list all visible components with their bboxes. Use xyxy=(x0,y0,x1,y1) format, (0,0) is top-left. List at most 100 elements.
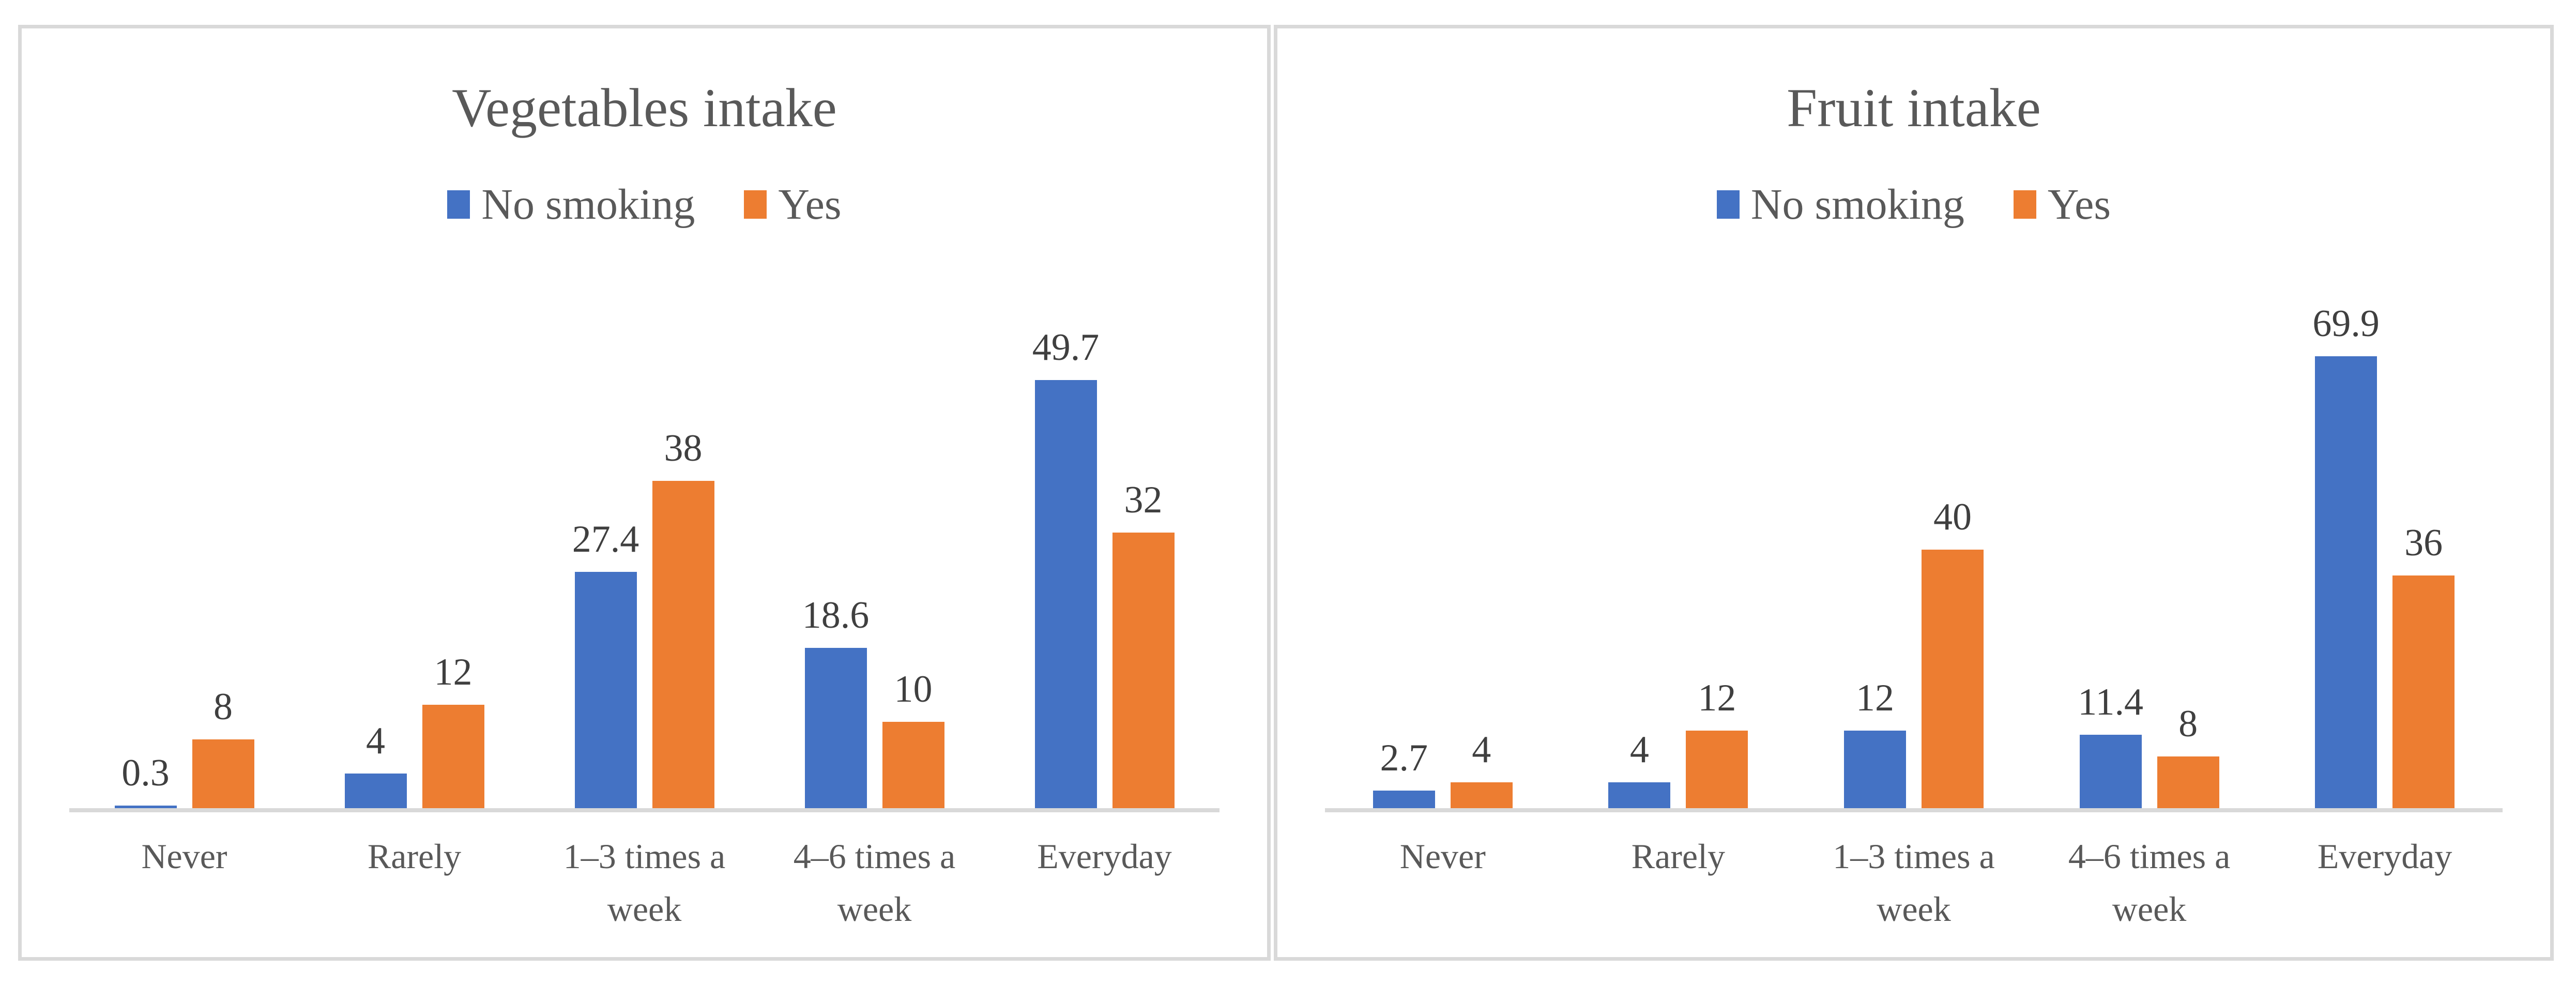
bar-group-everyday: 49.7 32 xyxy=(989,326,1220,808)
x-axis-labels: Never Rarely 1–3 times a week 4–6 times a w… xyxy=(1325,830,2503,935)
bar-wrap: 69.9 xyxy=(2312,302,2380,808)
bar-value-label: 40 xyxy=(1933,496,1972,538)
bar-value-label: 8 xyxy=(2178,703,2198,745)
x-category-label: Rarely xyxy=(367,837,462,876)
legend-label-yes: Yes xyxy=(2047,180,2111,229)
bar-wrap: 36 xyxy=(2392,521,2455,808)
bar-value-label: 0.3 xyxy=(121,752,170,794)
bar-wrap: 32 xyxy=(1112,478,1175,808)
legend: No smoking Yes xyxy=(1277,180,2550,229)
bar-group-everyday: 69.9 36 xyxy=(2267,302,2503,808)
bar-yes xyxy=(2157,756,2219,808)
bar-no-smoking xyxy=(1608,782,1671,808)
bar-no-smoking xyxy=(1843,731,1906,808)
x-category-label: Never xyxy=(141,837,227,876)
bar-value-label: 2.7 xyxy=(1380,737,1428,780)
bar-value-label: 4 xyxy=(366,720,385,763)
bar-yes xyxy=(882,722,944,808)
bar-value-label: 12 xyxy=(1698,677,1736,719)
bar-wrap: 18.6 xyxy=(802,594,870,808)
bar-yes xyxy=(652,480,714,808)
bar-group-4-6-times-a-week: 11.4 8 xyxy=(2032,680,2267,808)
bar-value-label: 27.4 xyxy=(572,518,639,561)
bar-value-label: 12 xyxy=(434,651,472,693)
x-category-label: Never xyxy=(1399,837,1486,876)
bar-wrap: 12 xyxy=(1843,676,1906,808)
bar-wrap: 12 xyxy=(1686,676,1748,808)
vegetables-chart-panel: Vegetables intake No smoking Yes 0.3 8 4 12… xyxy=(18,25,1271,961)
bar-group-never: 0.3 8 xyxy=(69,685,299,808)
bar-group-1-3-times-a-week: 12 40 xyxy=(1796,495,2032,808)
legend-swatch-no-smoking-icon xyxy=(1716,190,1740,219)
bar-wrap: 8 xyxy=(2157,702,2219,808)
x-category-label: Everyday xyxy=(2317,837,2452,876)
bar-value-label: 4 xyxy=(1629,729,1649,771)
x-category-label: 1–3 times a week xyxy=(563,837,726,929)
fruit-chart-panel: Fruit intake No smoking Yes 2.7 4 4 12 12 40 1… xyxy=(1274,25,2554,961)
bar-wrap: 38 xyxy=(652,427,714,808)
bar-wrap: 4 xyxy=(1450,728,1513,808)
legend-item-yes: Yes xyxy=(744,179,842,230)
legend-item-no-smoking: No smoking xyxy=(447,179,695,230)
bar-wrap: 4 xyxy=(344,719,407,808)
x-category-label: 1–3 times a week xyxy=(1833,837,1995,929)
bar-yes xyxy=(192,739,254,808)
x-axis-labels: Never Rarely 1–3 times a week 4–6 times a w… xyxy=(69,830,1220,935)
bar-wrap: 11.4 xyxy=(2078,680,2143,808)
bar-value-label: 4 xyxy=(1472,729,1491,771)
legend-swatch-yes-icon xyxy=(2013,190,2036,219)
plot-area: 2.7 4 4 12 12 40 11.4 8 69.9 36 xyxy=(1325,302,2503,812)
bar-no-smoking xyxy=(804,648,867,808)
bar-value-label: 8 xyxy=(214,685,233,728)
bar-wrap: 12 xyxy=(422,650,484,808)
bar-value-label: 18.6 xyxy=(802,594,870,637)
bar-value-label: 38 xyxy=(664,427,703,469)
bar-wrap: 40 xyxy=(1921,495,1984,808)
bar-yes xyxy=(1686,731,1748,808)
bar-group-never: 2.7 4 xyxy=(1325,728,1561,808)
bar-value-label: 10 xyxy=(894,668,933,711)
bar-value-label: 36 xyxy=(2404,522,2443,564)
bar-no-smoking xyxy=(1373,791,1435,808)
bar-wrap: 4 xyxy=(1608,728,1671,808)
bar-wrap: 10 xyxy=(882,668,944,808)
legend-swatch-no-smoking-icon xyxy=(447,190,470,219)
bar-value-label: 12 xyxy=(1855,677,1894,719)
bar-yes xyxy=(422,705,484,808)
legend: No smoking Yes xyxy=(22,180,1267,229)
chart-title: Fruit intake xyxy=(1787,78,2041,138)
bar-yes xyxy=(1921,550,1984,808)
bar-wrap: 8 xyxy=(192,685,254,808)
bar-no-smoking xyxy=(114,806,177,808)
x-category-label: 4–6 times a week xyxy=(2068,837,2231,929)
legend-item-yes: Yes xyxy=(2013,179,2111,230)
legend-label-no-smoking: No smoking xyxy=(481,180,695,229)
bar-group-rarely: 4 12 xyxy=(299,650,529,808)
x-category-label: Everyday xyxy=(1037,837,1172,876)
plot-area: 0.3 8 4 12 27.4 38 18.6 10 49.7 32 xyxy=(69,326,1220,812)
bar-wrap: 0.3 xyxy=(114,751,177,808)
chart-title: Vegetables intake xyxy=(452,78,837,138)
bar-wrap: 2.7 xyxy=(1373,736,1435,808)
x-category-label: 4–6 times a week xyxy=(793,837,956,929)
bar-group-1-3-times-a-week: 27.4 38 xyxy=(529,427,759,808)
bar-no-smoking xyxy=(344,774,407,808)
legend-label-no-smoking: No smoking xyxy=(1750,180,1964,229)
bar-no-smoking xyxy=(2079,734,2142,808)
x-category-label: Rarely xyxy=(1631,837,1726,876)
bar-value-label: 49.7 xyxy=(1032,326,1100,369)
bar-group-4-6-times-a-week: 18.6 10 xyxy=(759,594,989,808)
bar-value-label: 11.4 xyxy=(2078,680,2143,723)
bar-no-smoking xyxy=(1034,380,1097,808)
legend-item-no-smoking: No smoking xyxy=(1716,179,1964,230)
bar-wrap: 27.4 xyxy=(572,518,639,808)
bar-no-smoking xyxy=(2315,356,2377,808)
bar-value-label: 32 xyxy=(1124,478,1163,521)
bar-yes xyxy=(1450,782,1513,808)
bar-no-smoking xyxy=(574,572,637,808)
bar-yes xyxy=(1112,532,1175,808)
bar-yes xyxy=(2392,575,2455,808)
legend-label-yes: Yes xyxy=(778,180,842,229)
legend-swatch-yes-icon xyxy=(744,190,767,219)
